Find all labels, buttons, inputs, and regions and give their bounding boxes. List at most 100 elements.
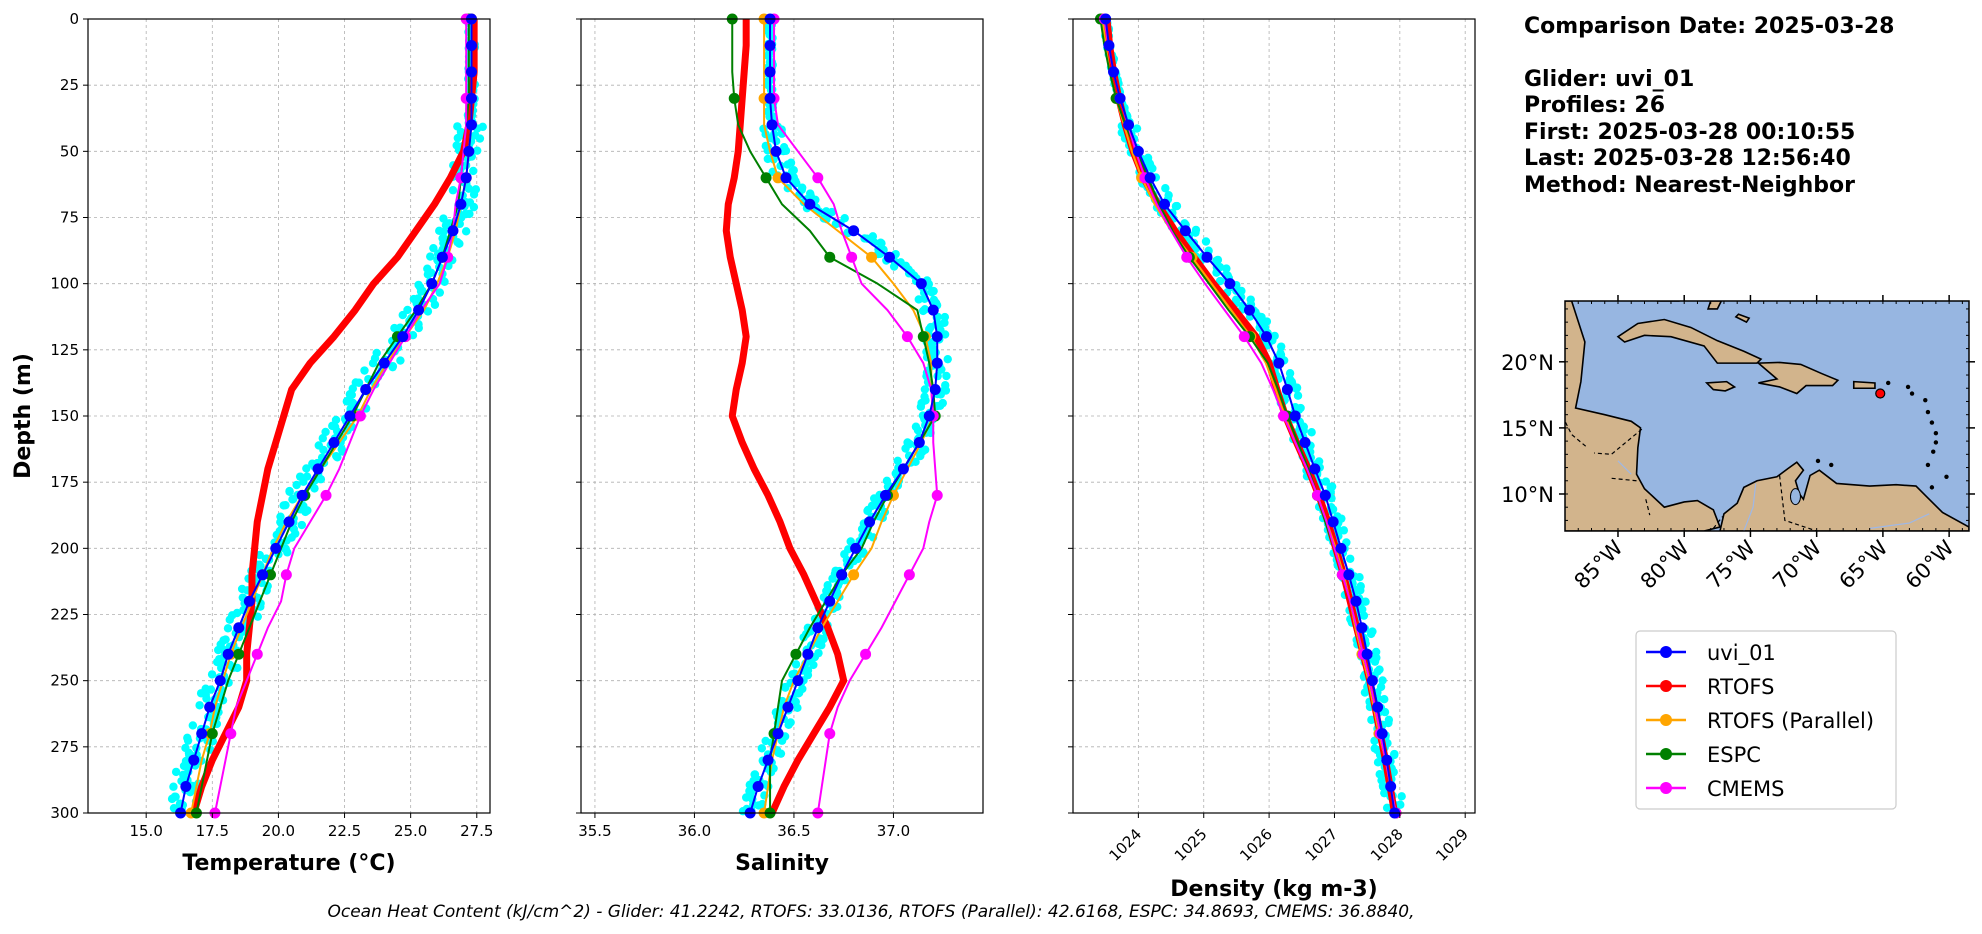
glider-scatter-point xyxy=(390,323,399,333)
glider-scatter-point xyxy=(332,451,341,461)
series-point-espc xyxy=(824,251,836,263)
series-point-espc xyxy=(233,648,245,660)
glider-scatter-point xyxy=(464,184,473,193)
y-axis-label: Depth (m) xyxy=(11,353,36,479)
glider-scatter-point xyxy=(368,359,378,368)
x-tick-label: 27.5 xyxy=(460,822,493,840)
series-point-uvi-01 xyxy=(455,198,467,210)
panel-3: 1024 1025 1026 1027 1028 1029 Density (kg m-3) xyxy=(1068,13,1476,902)
series-line-cmems xyxy=(1103,18,1397,814)
glider-scatter-point xyxy=(1370,744,1379,753)
series-point-uvi-01 xyxy=(804,198,816,210)
series-point-cmems xyxy=(225,728,237,740)
glider-scatter-point xyxy=(742,793,751,802)
x-tick-label: 15.0 xyxy=(129,822,162,840)
glider-scatter-point xyxy=(430,300,440,309)
glider-scatter-point xyxy=(302,464,311,473)
legend-item: ESPC xyxy=(1646,743,1761,767)
profile-panels: 0 25 50 75 100 125 150 175 200 225 250 275 300 15.0 17… xyxy=(11,10,1476,902)
glider-scatter-point xyxy=(1368,627,1377,636)
glider-scatter-point xyxy=(188,721,198,730)
series-point-uvi-01 xyxy=(824,595,836,607)
x-tick-label: 22.5 xyxy=(328,822,361,840)
glider-scatter-point xyxy=(1367,715,1376,725)
series-point-uvi-01 xyxy=(915,278,927,290)
series-point-uvi-01 xyxy=(836,569,848,581)
glider-scatter-point xyxy=(318,434,327,443)
series-point-uvi-01 xyxy=(296,489,308,501)
glider-scatter-point xyxy=(435,288,445,297)
map-lon-label: 70°W xyxy=(1768,535,1826,593)
island xyxy=(1829,462,1834,468)
glider-scatter-point xyxy=(791,176,800,186)
series-point-uvi-01 xyxy=(923,410,935,422)
series-point-uvi-01 xyxy=(1309,463,1321,475)
glider-scatter-point xyxy=(929,286,938,296)
river xyxy=(1869,513,1930,529)
glider-scatter-point xyxy=(1361,597,1370,606)
glider-scatter-point xyxy=(1212,256,1221,266)
glider-scatter-point xyxy=(414,323,423,333)
series-point-uvi-01 xyxy=(1108,66,1120,78)
location-map: 20°N 15°N 10°N 85°W 80°W 75°W 70°W 65°W 60°W xyxy=(1501,295,1975,594)
landmasses xyxy=(1565,301,1969,531)
glider-scatter-point xyxy=(360,366,369,375)
glider-scatter-point xyxy=(426,252,435,261)
map-lon-label: 60°W xyxy=(1901,535,1959,593)
series-point-uvi-01 xyxy=(378,357,390,369)
series-point-uvi-01 xyxy=(1366,675,1378,687)
series-point-uvi-01 xyxy=(436,251,448,263)
series-point-uvi-01 xyxy=(1281,384,1293,396)
series-point-uvi-01 xyxy=(447,225,459,237)
glider-scatter-point xyxy=(279,501,288,510)
series-line-rtofs xyxy=(722,19,848,815)
map-lon-label: 65°W xyxy=(1834,535,1892,593)
method: Method: Nearest-Neighbor xyxy=(1524,172,1855,198)
series-point-uvi-01 xyxy=(780,172,792,184)
florida xyxy=(1656,301,1680,302)
island xyxy=(1944,474,1949,480)
island xyxy=(1931,449,1936,454)
glider-scatter-point xyxy=(827,207,837,217)
glider-scatter-point xyxy=(781,146,791,155)
comparison-date: Comparison Date: 2025-03-28 xyxy=(1524,14,1895,39)
series-point-uvi-01 xyxy=(360,384,372,396)
y-tick-label: 50 xyxy=(60,142,79,160)
x-tick-label: 36.5 xyxy=(777,822,810,840)
glider-scatter-point xyxy=(1314,457,1324,466)
series-point-uvi-01 xyxy=(1385,781,1397,793)
series-point-uvi-01 xyxy=(1224,278,1236,290)
y-tick-label: 25 xyxy=(60,76,79,94)
series-point-uvi-01 xyxy=(397,331,409,343)
country-border xyxy=(1594,428,1643,455)
glider-scatter-point xyxy=(388,361,398,371)
series-point-uvi-01 xyxy=(1123,119,1135,131)
glider-name: Glider: uvi_01 xyxy=(1524,66,1695,92)
glider-scatter-point xyxy=(439,214,448,223)
glider-scatter-point xyxy=(418,286,427,295)
central-america xyxy=(1565,301,1722,531)
series-point-uvi-01 xyxy=(764,39,776,51)
island xyxy=(1925,462,1931,468)
river xyxy=(1743,483,1757,531)
series-point-uvi-01 xyxy=(929,384,941,396)
x-tick-label: 35.5 xyxy=(578,822,611,840)
series-point-uvi-01 xyxy=(883,251,895,263)
series-point-uvi-01 xyxy=(426,278,438,290)
glider-scatter-point xyxy=(814,639,823,649)
glider-scatter-point xyxy=(453,133,463,143)
legend-marker xyxy=(1660,680,1672,692)
glider-scatter-point xyxy=(347,390,356,400)
glider-scatter-point xyxy=(933,371,942,381)
glider-scatter-point xyxy=(916,402,926,411)
series-point-cmems xyxy=(1181,251,1193,263)
glider-scatter-point xyxy=(354,378,364,387)
glider-scatter-point xyxy=(920,385,930,394)
glider-scatter-point xyxy=(1292,384,1301,394)
series-point-cmems xyxy=(903,569,915,581)
glider-scatter-point xyxy=(757,744,767,753)
glider-scatter-point xyxy=(1380,694,1389,704)
island xyxy=(1933,440,1939,445)
y-tick-label: 100 xyxy=(50,275,79,293)
glider-scatter-point xyxy=(169,782,178,791)
